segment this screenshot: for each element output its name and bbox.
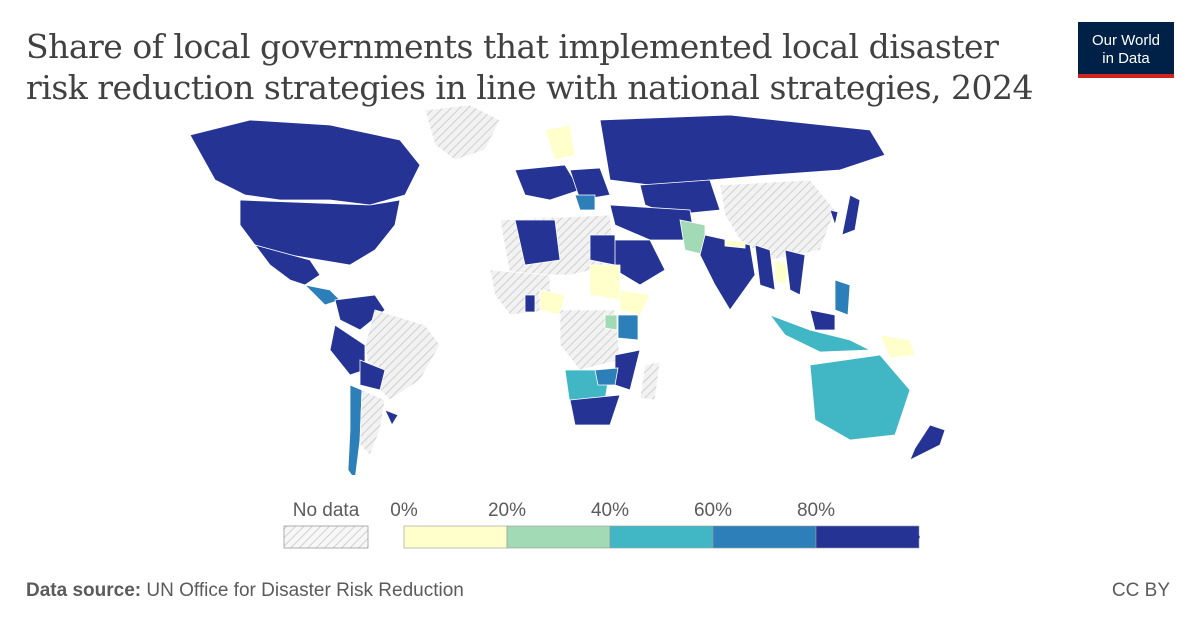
legend-tick-label: 40% [591,500,629,521]
region-kenya [617,314,639,341]
region-central-asia [639,179,721,216]
region-usa [239,199,401,266]
footer-source: Data source: UN Office for Disaster Risk… [26,580,464,602]
region-vietnam-laos [784,249,806,296]
region-malaysia-borneo [809,309,836,331]
legend-bin-2[interactable] [506,525,611,549]
region-balkans [574,194,596,211]
region-chile [347,384,363,475]
region-uruguay [384,409,399,426]
legend-bins [403,525,920,549]
title-line-1: Share of local governments that implemen… [26,27,999,66]
legend-bin-1[interactable] [403,525,508,549]
logo-line-2: in Data [1102,50,1150,67]
legend-no-data-swatch [283,525,369,549]
region-philippines [834,279,851,316]
region-indonesia [768,314,871,353]
owid-logo[interactable]: Our World in Data [1078,22,1174,78]
region-south-africa [569,394,621,426]
region-thailand [774,259,791,286]
region-zimbabwe [594,367,619,386]
region-bolivia [359,359,386,391]
legend-bin-3[interactable] [609,525,714,549]
region-nepal [724,239,746,249]
logo-line-1: Our World [1091,32,1161,49]
region-argentina [359,389,386,456]
region-brazil [364,309,441,401]
region-central-america [303,284,341,306]
region-eastern-europe [569,167,611,201]
region-korea [829,209,839,227]
world-map[interactable] [170,100,1000,475]
title-line-2: risk reduction strategies in line with n… [26,68,1034,107]
region-myanmar [754,244,776,291]
chart-title: Share of local governments that implemen… [26,26,1034,108]
region-india [699,234,756,311]
license[interactable]: CC BY [1111,580,1170,601]
legend-bin-4[interactable] [712,525,817,549]
source-text[interactable]: UN Office for Disaster Risk Reduction [146,580,464,601]
region-sudan [589,264,621,301]
legend-tick-label: 80% [797,500,835,521]
region-japan [841,194,861,236]
region-western-europe [514,164,581,201]
region-algeria [514,219,561,266]
region-mozambique [614,349,641,391]
region-canada [189,119,421,206]
legend-ticks: 0% 20% 40% 60% 80% [390,500,835,521]
region-scandinavia [544,124,576,161]
region-greenland [424,104,501,161]
legend-tick-label: 0% [390,500,418,521]
region-madagascar [639,361,661,401]
region-australia [809,354,911,441]
source-label: Data source: [26,580,142,601]
region-new-zealand [909,424,946,461]
region-russia [599,114,886,186]
legend-bin-5[interactable] [815,525,920,549]
legend-tick-label: 20% [488,500,526,521]
region-ethiopia [619,289,651,316]
legend-no-data-label: No data [293,500,360,521]
region-turkey-iran [609,204,696,241]
legend-tick-label: 60% [694,500,732,521]
legend-arrow [912,526,920,548]
region-egypt [589,234,616,266]
region-uganda [604,314,618,331]
region-peru [329,324,366,376]
region-png [879,334,916,359]
legend: No data 0% 20% 40% 60% 80% [283,500,920,549]
region-ghana [524,294,536,313]
